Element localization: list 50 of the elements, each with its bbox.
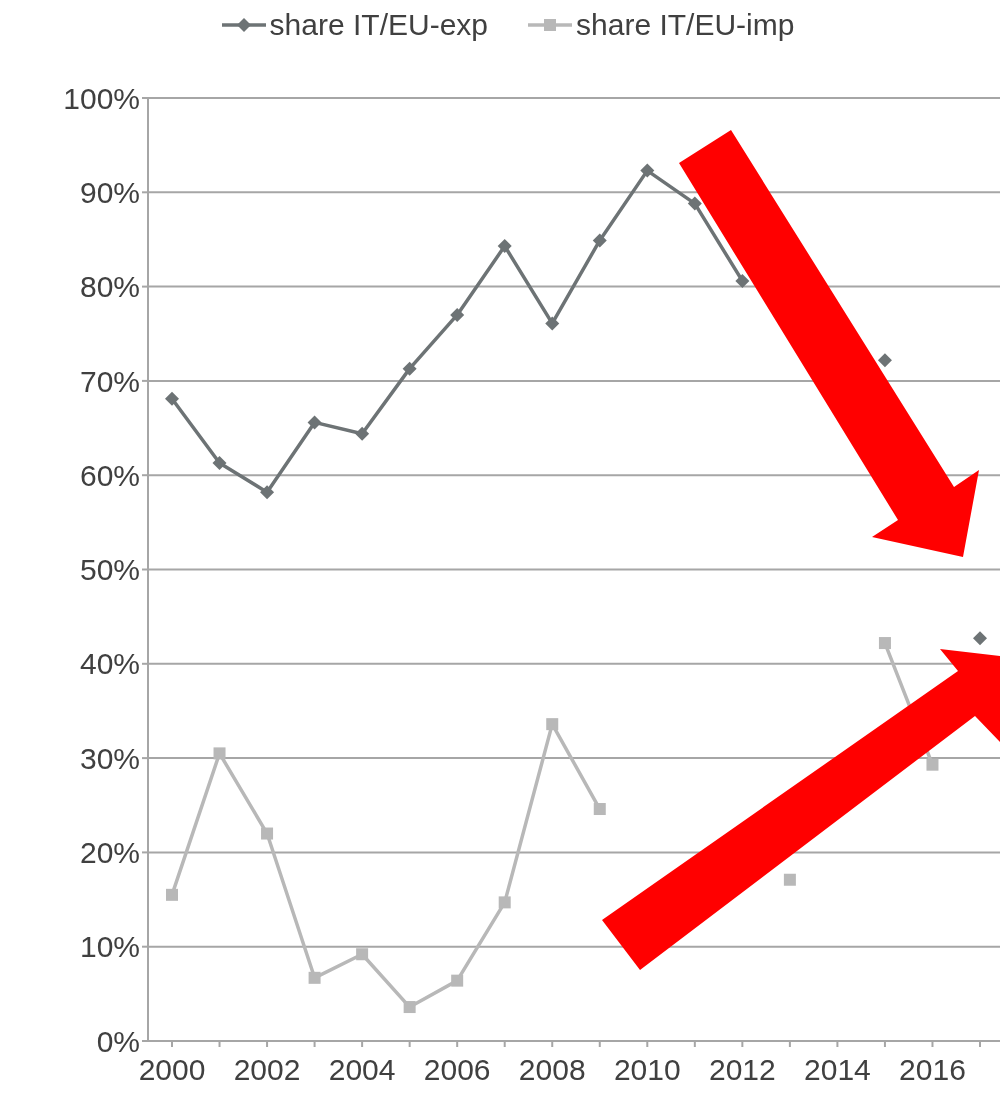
x-tick-label: 2008: [518, 1053, 586, 1087]
point: [356, 948, 369, 961]
point: [545, 316, 560, 331]
point: [878, 637, 891, 650]
point: [403, 1001, 416, 1014]
legend-label: share IT/EU-imp: [576, 8, 795, 42]
point: [165, 391, 179, 406]
x-tick-label: 2012: [708, 1053, 776, 1087]
point: [546, 718, 559, 731]
y-tick-label: 80%: [79, 270, 140, 304]
x-tick-label: 2010: [613, 1053, 681, 1087]
y-tick-label: 40%: [79, 647, 140, 681]
y-tick-label: 60%: [79, 458, 140, 492]
y-tick-label: 0%: [96, 1024, 140, 1058]
x-tick-label: 2000: [138, 1053, 206, 1087]
x-tick-label: 2002: [233, 1053, 301, 1087]
point: [783, 873, 796, 886]
point: [402, 361, 417, 376]
point: [498, 896, 511, 909]
point: [213, 747, 226, 760]
point: [593, 803, 606, 816]
x-tick-label: 2006: [423, 1053, 491, 1087]
point: [307, 415, 322, 430]
point: [640, 163, 655, 178]
y-tick-label: 20%: [79, 836, 140, 870]
y-tick-label: 50%: [79, 553, 140, 587]
y-tick-label: 30%: [79, 741, 140, 775]
point: [260, 485, 275, 500]
x-tick-label: 2014: [804, 1053, 871, 1087]
point: [497, 239, 512, 254]
point: [166, 888, 178, 901]
point: [973, 631, 987, 646]
x-tick-label: 2016: [899, 1053, 966, 1087]
point: [451, 974, 464, 987]
x-tick-label: 2004: [328, 1053, 396, 1087]
point: [926, 758, 939, 771]
point: [450, 307, 465, 322]
point: [592, 233, 607, 248]
y-tick-label: 10%: [79, 930, 140, 964]
point: [735, 273, 750, 288]
point: [212, 455, 227, 470]
y-tick-label: 100%: [63, 81, 140, 115]
point: [308, 971, 321, 984]
legend-label: share IT/EU-exp: [269, 8, 489, 42]
point: [261, 827, 274, 840]
point: [687, 196, 702, 211]
y-tick-label: 90%: [79, 175, 140, 209]
y-tick-label: 70%: [79, 364, 140, 398]
point: [877, 353, 892, 368]
point: [355, 426, 370, 441]
